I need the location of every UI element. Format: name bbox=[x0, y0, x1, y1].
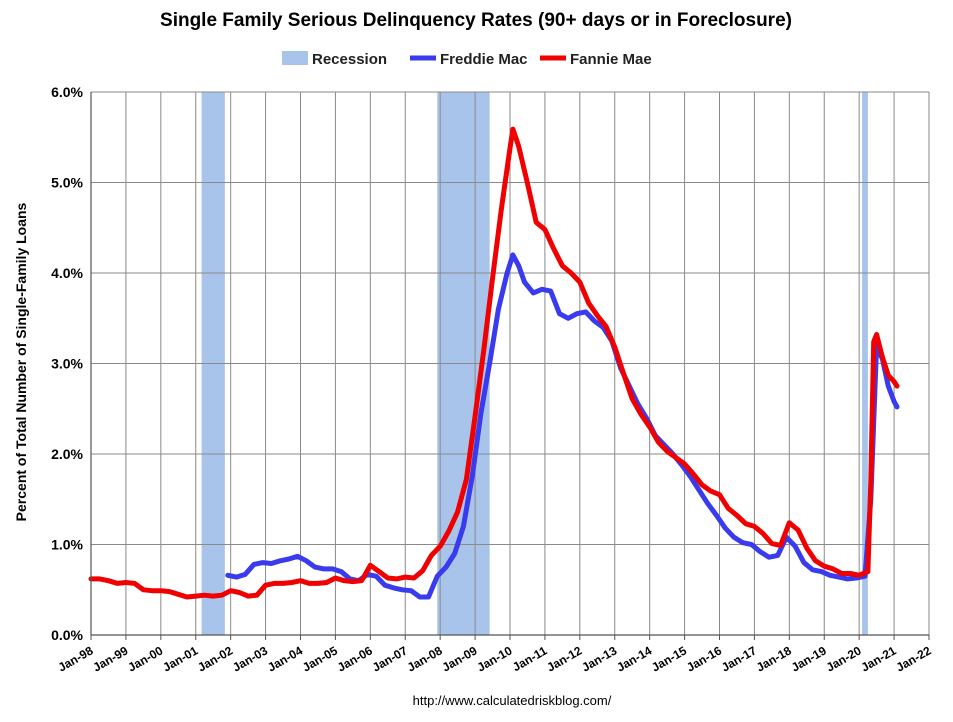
x-tick-label: Jan-11 bbox=[510, 643, 550, 674]
y-tick-label: 3.0% bbox=[51, 356, 83, 372]
x-tick-label: Jan-06 bbox=[335, 643, 375, 674]
x-tick-label: Jan-99 bbox=[90, 643, 130, 674]
legend: Recession Freddie Mac Fannie Mae bbox=[282, 51, 652, 68]
x-tick-label: Jan-05 bbox=[300, 643, 340, 674]
source-url: http://www.calculatedriskblog.com/ bbox=[413, 693, 612, 708]
y-tick-label: 5.0% bbox=[51, 175, 83, 191]
x-tick-label: Jan-01 bbox=[160, 643, 200, 674]
x-tick-label: Jan-12 bbox=[544, 643, 584, 674]
legend-label-fannie-mae: Fannie Mae bbox=[570, 51, 652, 68]
y-axis-label: Percent of Total Number of Single-Family… bbox=[13, 202, 29, 521]
x-tick-label: Jan-17 bbox=[719, 643, 759, 674]
y-tick-label: 1.0% bbox=[51, 537, 83, 553]
axes bbox=[90, 92, 930, 640]
x-tick-label: Jan-15 bbox=[649, 643, 689, 674]
x-tick-label: Jan-13 bbox=[579, 643, 619, 674]
legend-swatch-recession bbox=[282, 51, 308, 65]
x-tick-label: Jan-22 bbox=[894, 643, 934, 674]
series-line-freddie-mac bbox=[225, 252, 900, 600]
x-tick-label: Jan-14 bbox=[614, 643, 654, 674]
x-tick-label: Jan-09 bbox=[440, 643, 480, 674]
x-tick-label: Jan-10 bbox=[475, 643, 515, 674]
series-lines bbox=[88, 126, 900, 600]
x-tick-label: Jan-18 bbox=[754, 643, 794, 674]
x-tick-labels: Jan-98Jan-99Jan-00Jan-01Jan-02Jan-03Jan-… bbox=[56, 643, 934, 674]
y-tick-labels: 0.0% 1.0% 2.0% 3.0% 4.0% 5.0% 6.0% bbox=[51, 84, 83, 643]
y-tick-label: 2.0% bbox=[51, 446, 83, 462]
y-tick-label: 6.0% bbox=[51, 84, 83, 100]
series-line-fannie-mae bbox=[88, 126, 900, 600]
y-tick-label: 0.0% bbox=[51, 627, 83, 643]
x-tick-label: Jan-00 bbox=[125, 643, 165, 674]
x-tick-label: Jan-02 bbox=[195, 643, 235, 674]
x-tick-label: Jan-08 bbox=[405, 643, 445, 674]
x-tick-label: Jan-16 bbox=[684, 643, 724, 674]
x-tick-label: Jan-04 bbox=[265, 643, 305, 674]
y-tick-label: 4.0% bbox=[51, 265, 83, 281]
x-tick-label: Jan-98 bbox=[56, 643, 96, 674]
x-tick-label: Jan-07 bbox=[370, 643, 410, 674]
legend-label-freddie-mac: Freddie Mac bbox=[440, 51, 528, 68]
x-tick-label: Jan-19 bbox=[789, 643, 829, 674]
legend-label-recession: Recession bbox=[312, 51, 387, 68]
x-tick-label: Jan-20 bbox=[824, 643, 864, 674]
chart-title: Single Family Serious Delinquency Rates … bbox=[160, 10, 792, 31]
x-tick-label: Jan-03 bbox=[230, 643, 270, 674]
x-tick-label: Jan-21 bbox=[859, 643, 899, 674]
